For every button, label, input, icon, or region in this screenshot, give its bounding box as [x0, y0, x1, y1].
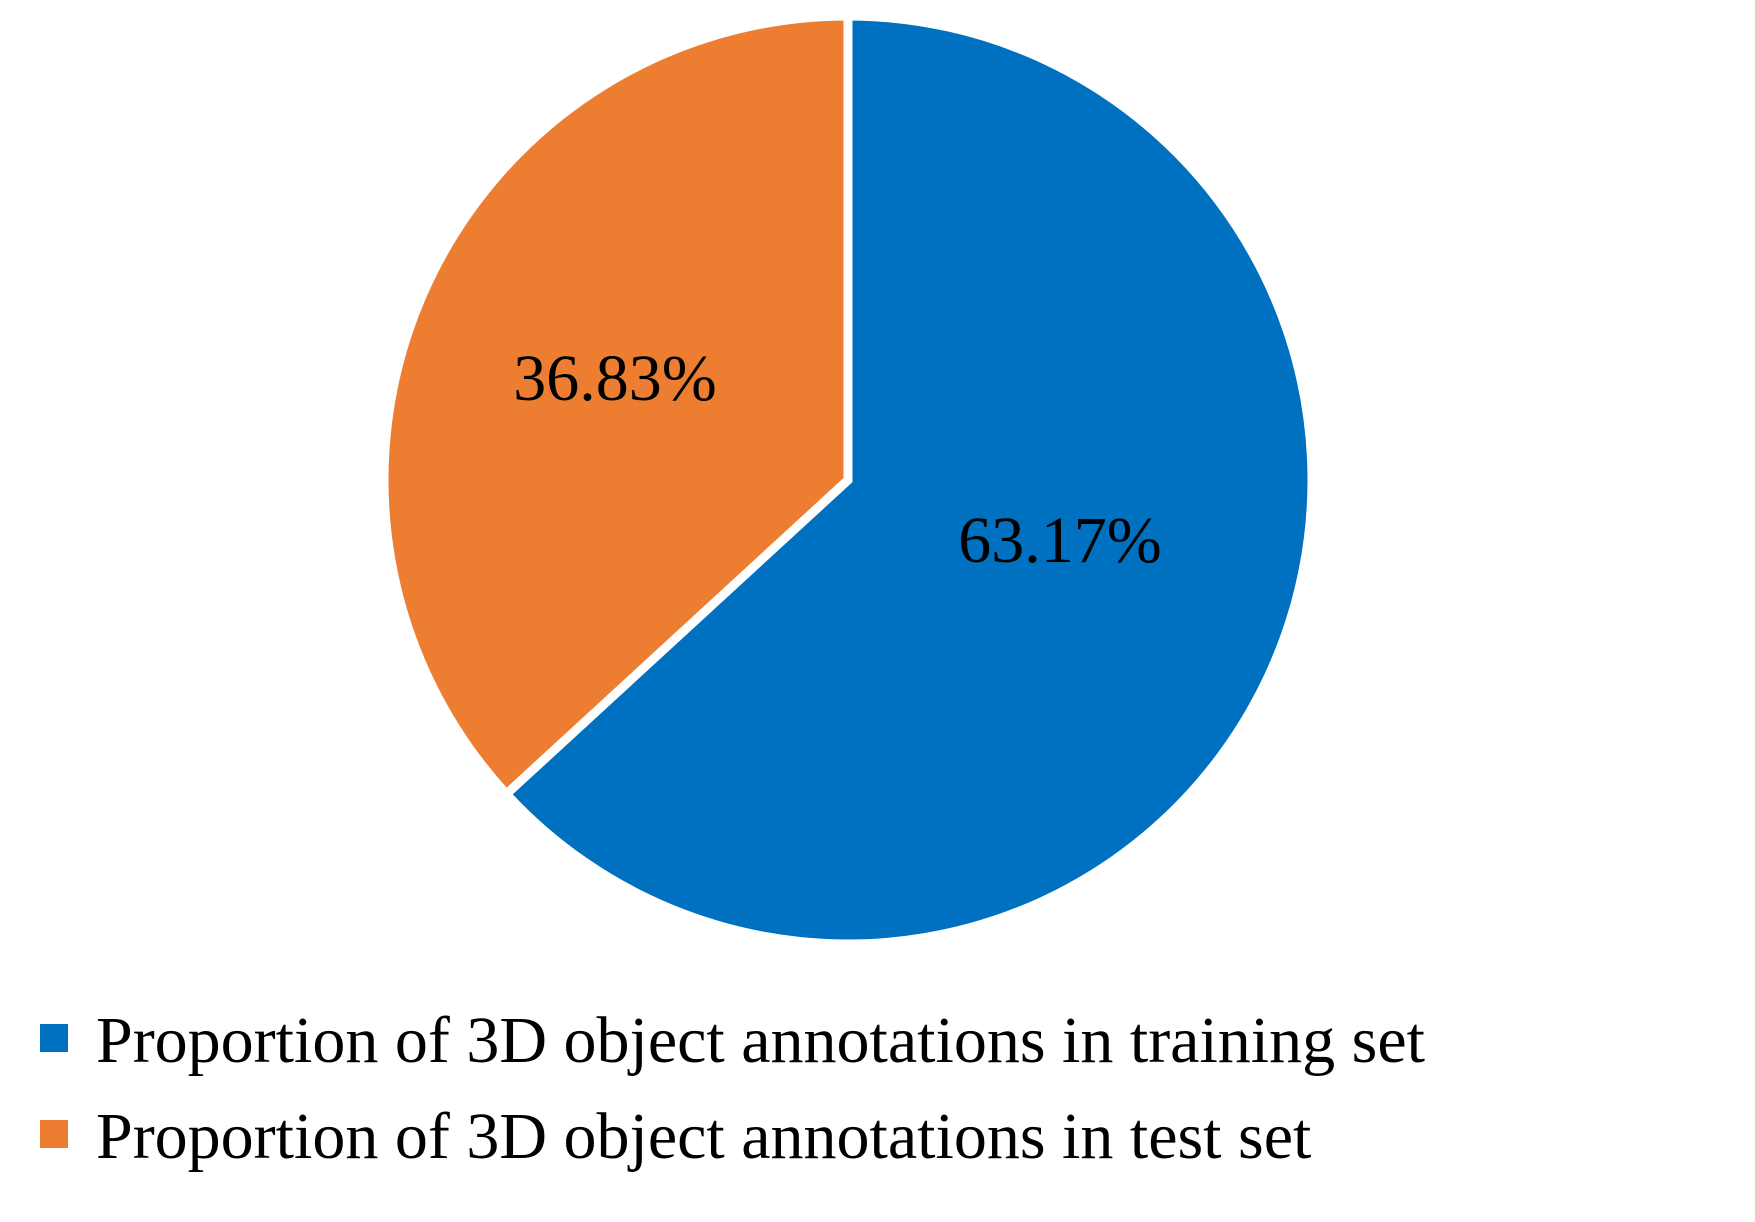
legend-label-training-set: Proportion of 3D object annotations in t… — [96, 1004, 1425, 1077]
pie-slice-label-test-set: 36.83% — [513, 342, 716, 415]
pie-slice-labels: 63.17% 36.83% — [513, 342, 1161, 577]
pie-slice-label-training-set: 63.17% — [958, 504, 1161, 577]
pie-slice-training-set — [500, 11, 1317, 949]
pie-slice-test-set — [379, 11, 853, 801]
legend-label-test-set: Proportion of 3D object annotations in t… — [96, 1100, 1311, 1173]
legend: Proportion of 3D object annotations in t… — [40, 1004, 1425, 1173]
legend-swatch-training-set — [40, 1024, 68, 1052]
legend-swatch-test-set — [40, 1120, 68, 1148]
pie-slices — [379, 11, 1317, 949]
